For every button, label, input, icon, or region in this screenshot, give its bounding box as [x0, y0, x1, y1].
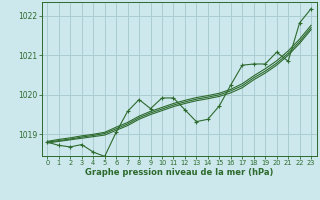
X-axis label: Graphe pression niveau de la mer (hPa): Graphe pression niveau de la mer (hPa): [85, 168, 273, 177]
